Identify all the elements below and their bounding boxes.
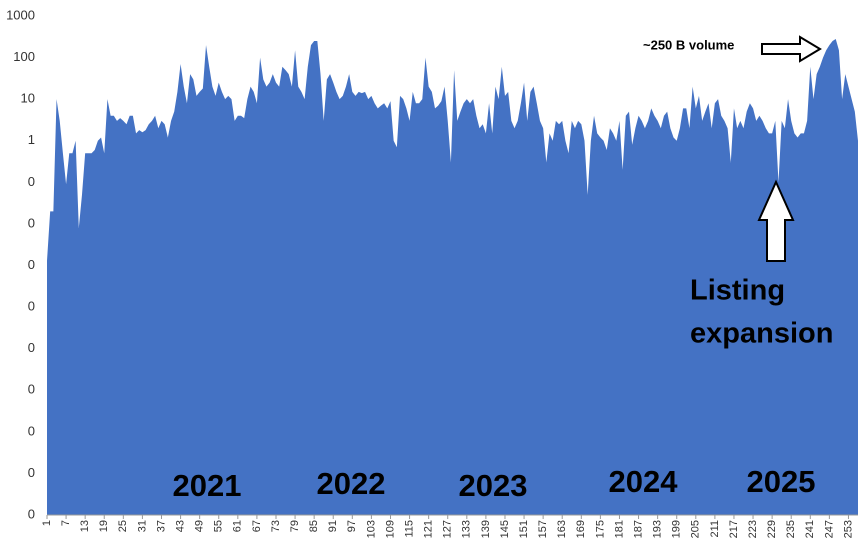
area [47, 38, 858, 516]
volume-annotation: ~250 B volume [643, 37, 734, 52]
x-tick-label: 193 [652, 520, 664, 538]
up-arrow [757, 179, 795, 262]
y-tick-label: 0 [28, 423, 35, 438]
x-tick-label: 97 [346, 520, 358, 532]
x-tick-label: 25 [117, 520, 129, 532]
y-tick-label: 0 [28, 299, 35, 314]
x-tick-label: 67 [251, 520, 263, 532]
x-tick-label: 133 [461, 520, 473, 538]
x-tick-label: 169 [575, 520, 587, 538]
x-tick-label: 175 [594, 520, 606, 538]
x-tick-label: 181 [613, 520, 625, 538]
x-tick-label: 13 [79, 520, 91, 532]
x-tick-label: 55 [213, 520, 225, 532]
y-tick-label: 0 [28, 257, 35, 272]
x-tick-label: 187 [632, 520, 644, 538]
x-tick-label: 163 [556, 520, 568, 538]
y-tick-label: 10 [21, 91, 35, 106]
x-tick-label: 49 [194, 520, 206, 532]
x-tick-label: 145 [499, 520, 511, 538]
x-tick-label: 7 [60, 520, 72, 526]
x-tick-label: 79 [289, 520, 301, 532]
x-tick-label: 109 [384, 520, 396, 538]
x-tick-label: 115 [403, 520, 415, 538]
x-tick-label: 199 [671, 520, 683, 538]
x-tick-label: 217 [728, 520, 740, 538]
y-tick-label: 1 [28, 132, 35, 147]
x-tick-label: 91 [327, 520, 339, 532]
x-tick-label: 73 [270, 520, 282, 532]
x-tick-label: 253 [842, 520, 854, 538]
year-label: 2022 [317, 466, 386, 501]
x-tick-label: 19 [98, 520, 110, 532]
right-arrow [761, 35, 822, 63]
x-tick-label: 229 [766, 520, 778, 538]
x-tick-label: 211 [709, 520, 721, 538]
y-tick-label: 0 [28, 465, 35, 480]
listing-annotation: expansion [690, 318, 833, 350]
year-label: 2024 [609, 464, 679, 499]
x-tick-label: 103 [365, 520, 377, 538]
x-tick-label: 235 [785, 520, 797, 538]
x-tick-label: 85 [308, 520, 320, 532]
y-tick-label: 0 [28, 382, 35, 397]
y-tick-label: 0 [28, 506, 35, 521]
x-tick-label: 205 [690, 520, 702, 538]
y-tick-label: 0 [28, 215, 35, 230]
plot-area [47, 38, 858, 516]
x-tick-label: 247 [823, 520, 835, 538]
year-label: 2023 [459, 468, 528, 503]
x-tick-label: 37 [155, 520, 167, 532]
year-label: 2021 [173, 468, 242, 503]
x-tick-label: 61 [232, 520, 244, 532]
x-tick-label: 43 [174, 520, 186, 532]
y-tick-label: 0 [28, 340, 35, 355]
y-tick-label: 100 [13, 49, 35, 64]
x-tick-label: 241 [804, 520, 816, 538]
x-tick-label: 157 [537, 520, 549, 538]
y-tick-label: 0 [28, 174, 35, 189]
y-tick-label: 1000 [6, 7, 35, 22]
x-tick-label: 127 [442, 520, 454, 538]
year-label: 2025 [747, 464, 816, 499]
x-tick-label: 31 [136, 520, 148, 532]
x-tick-label: 1 [41, 520, 53, 526]
listing-annotation: Listing [690, 275, 785, 307]
x-tick-label: 121 [423, 520, 435, 538]
x-tick-label: 151 [518, 520, 530, 538]
x-tick-label: 139 [480, 520, 492, 538]
x-tick-label: 223 [747, 520, 759, 538]
